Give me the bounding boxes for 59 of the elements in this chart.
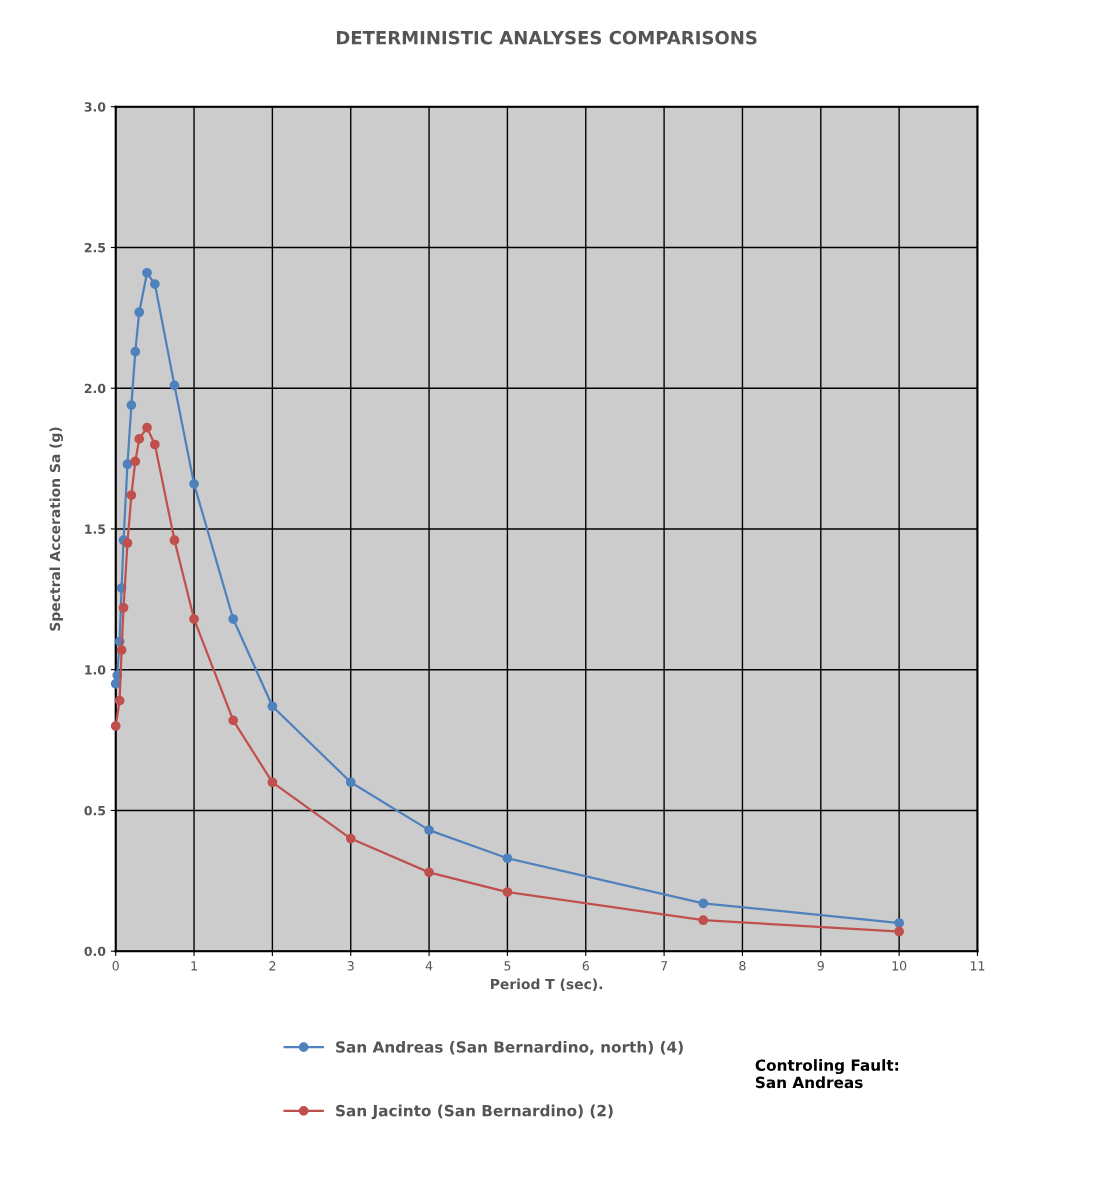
point (189, 614, 199, 624)
x-tick-label: 9 (817, 961, 824, 971)
x-tick-label: 4 (425, 961, 433, 971)
x-tick-label: 3 (347, 961, 354, 971)
point (189, 479, 199, 489)
point (169, 380, 180, 391)
x-axis-title: Period T (sec). (491, 978, 603, 991)
point (698, 898, 709, 909)
y-tick-label: 2.0 (84, 383, 106, 394)
y-tick-label: 0.5 (84, 805, 106, 816)
point (150, 439, 160, 450)
point (698, 915, 709, 926)
point (126, 490, 137, 501)
point (122, 459, 133, 470)
legend-label: San Andreas (San Bernardino, north) (4) (336, 1040, 683, 1055)
point (118, 602, 129, 613)
x-tick-label: 0 (112, 961, 119, 971)
point (345, 777, 356, 788)
x-tick-label: 6 (582, 961, 589, 971)
point (134, 307, 145, 318)
point (267, 701, 278, 712)
point (894, 926, 904, 937)
y-tick-label: 0.0 (84, 946, 106, 957)
point (142, 422, 152, 433)
legend-label: San Jacinto (San Bernardino) (2) (336, 1104, 613, 1120)
x-tick-label: 10 (892, 961, 907, 971)
point (110, 721, 121, 731)
point (345, 833, 356, 844)
point (126, 400, 137, 410)
point (502, 887, 513, 897)
x-tick-label: 1 (191, 961, 197, 971)
x-tick-label: 8 (739, 961, 746, 971)
y-tick-label: 3.0 (84, 102, 106, 112)
point (150, 279, 160, 289)
point (142, 267, 152, 278)
point (894, 918, 904, 928)
text: Controling Fault: San Andreas (755, 1059, 899, 1089)
point (228, 614, 239, 624)
point (228, 715, 239, 726)
y-tick-label: 1.0 (85, 665, 106, 675)
x-tick-label: 7 (661, 961, 668, 971)
point (267, 777, 278, 788)
x-tick-label: 5 (504, 961, 511, 971)
point (116, 645, 127, 655)
point (130, 346, 141, 357)
y-axis-title: Spectral Acceration Sa (g) (49, 427, 64, 631)
point (502, 853, 513, 864)
point (114, 695, 125, 706)
point (122, 538, 133, 548)
point (169, 535, 180, 546)
y-tick-label: 2.5 (84, 242, 106, 253)
point (424, 867, 434, 878)
x-tick-label: 2 (269, 961, 276, 971)
point (424, 825, 434, 835)
y-tick-label: 1.5 (85, 524, 106, 534)
point (134, 434, 145, 444)
x-tick-label: 11 (970, 961, 985, 971)
point (130, 456, 141, 467)
chart-title: DETERMINISTIC ANALYSES COMPARISONS (336, 30, 757, 45)
